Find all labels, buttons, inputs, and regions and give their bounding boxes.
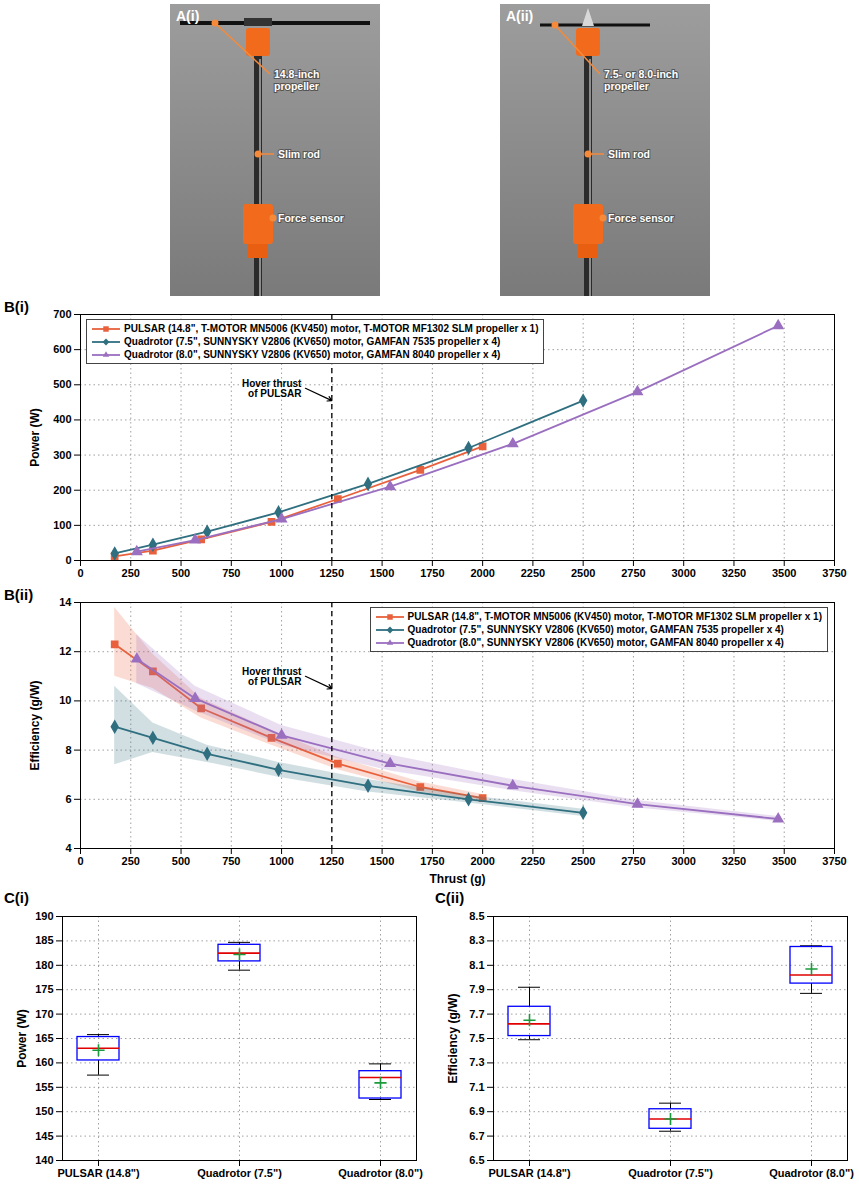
- svg-text:6.9: 6.9: [469, 1105, 484, 1117]
- svg-text:8: 8: [65, 744, 71, 756]
- html-text:C(ii): C(ii): [435, 889, 465, 906]
- svg-text:2000: 2000: [470, 855, 494, 867]
- svg-text:7.1: 7.1: [469, 1081, 484, 1093]
- svg-text:Slim rod: Slim rod: [278, 148, 320, 160]
- svg-text:A(ii): A(ii): [506, 8, 533, 24]
- html-text:B(i): B(i): [4, 298, 29, 315]
- svg-text:3500: 3500: [772, 567, 796, 579]
- svg-text:3250: 3250: [722, 855, 746, 867]
- svg-text:3750: 3750: [822, 567, 846, 579]
- svg-text:750: 750: [222, 567, 240, 579]
- svg-text:600: 600: [53, 343, 71, 355]
- svg-text:Efficiency (g/W): Efficiency (g/W): [446, 993, 460, 1083]
- svg-text:1250: 1250: [320, 567, 344, 579]
- svg-text:1000: 1000: [269, 855, 293, 867]
- svg-text:10: 10: [59, 694, 71, 706]
- svg-text:250: 250: [122, 855, 140, 867]
- svg-text:190: 190: [35, 910, 53, 922]
- svg-text:8.1: 8.1: [469, 959, 484, 971]
- svg-text:185: 185: [35, 934, 53, 946]
- svg-text:160: 160: [35, 1056, 53, 1068]
- html-text:C(i): C(i): [4, 889, 29, 906]
- svg-text:8.3: 8.3: [469, 934, 484, 946]
- svg-text:7.5- or 8.0-inchpropeller: 7.5- or 8.0-inchpropeller: [604, 68, 678, 92]
- svg-text:4: 4: [65, 842, 72, 854]
- svg-text:400: 400: [53, 413, 71, 425]
- svg-text:7.5: 7.5: [469, 1032, 484, 1044]
- svg-text:100: 100: [53, 519, 71, 531]
- svg-text:Power (W): Power (W): [28, 408, 42, 467]
- svg-text:3000: 3000: [671, 855, 695, 867]
- svg-text:7.9: 7.9: [469, 983, 484, 995]
- svg-text:0: 0: [65, 554, 71, 566]
- svg-text:250: 250: [122, 567, 140, 579]
- svg-text:170: 170: [35, 1008, 53, 1020]
- svg-text:1500: 1500: [370, 855, 394, 867]
- svg-text:Efficiency (g/W): Efficiency (g/W): [28, 680, 42, 770]
- svg-text:A(i): A(i): [176, 8, 199, 24]
- svg-text:1250: 1250: [320, 855, 344, 867]
- svg-text:175: 175: [35, 983, 53, 995]
- svg-text:750: 750: [222, 855, 240, 867]
- svg-text:2250: 2250: [521, 855, 545, 867]
- svg-text:165: 165: [35, 1032, 53, 1044]
- svg-text:3750: 3750: [822, 855, 846, 867]
- svg-text:2750: 2750: [621, 567, 645, 579]
- svg-text:1750: 1750: [420, 855, 444, 867]
- svg-text:180: 180: [35, 959, 53, 971]
- svg-text:700: 700: [53, 308, 71, 320]
- svg-text:Quadrotor (7.5"): Quadrotor (7.5"): [197, 1167, 282, 1179]
- html-text:PULSAR (14.8", T-MOTOR MN5006: PULSAR (14.8", T-MOTOR MN5006 (KV450) mo…: [407, 611, 822, 622]
- svg-text:6: 6: [65, 793, 71, 805]
- svg-text:150: 150: [35, 1105, 53, 1117]
- svg-text:14: 14: [59, 596, 72, 608]
- svg-text:2500: 2500: [571, 567, 595, 579]
- svg-text:3500: 3500: [772, 855, 796, 867]
- svg-text:200: 200: [53, 484, 71, 496]
- html-text:Quadrotor (8.0", SUNNYSKY V280: Quadrotor (8.0", SUNNYSKY V2806 (KV650) …: [124, 349, 501, 360]
- svg-text:7.7: 7.7: [469, 1008, 484, 1020]
- svg-text:140: 140: [35, 1154, 53, 1166]
- svg-text:1750: 1750: [420, 567, 444, 579]
- svg-text:Quadrotor (8.0"): Quadrotor (8.0"): [769, 1167, 854, 1179]
- html-text:Quadrotor (8.0", SUNNYSKY V280: Quadrotor (8.0", SUNNYSKY V2806 (KV650) …: [407, 637, 784, 648]
- svg-text:12: 12: [59, 645, 71, 657]
- html-text:PULSAR (14.8", T-MOTOR MN5006: PULSAR (14.8", T-MOTOR MN5006 (KV450) mo…: [124, 323, 539, 334]
- svg-text:0: 0: [77, 567, 83, 579]
- svg-text:7.3: 7.3: [469, 1056, 484, 1068]
- svg-text:2750: 2750: [621, 855, 645, 867]
- svg-text:3000: 3000: [671, 567, 695, 579]
- svg-text:Force sensor: Force sensor: [278, 212, 344, 224]
- svg-text:6.7: 6.7: [469, 1130, 484, 1142]
- svg-text:500: 500: [172, 855, 190, 867]
- svg-text:Slim rod: Slim rod: [608, 148, 650, 160]
- svg-text:300: 300: [53, 449, 71, 461]
- svg-text:Quadrotor (8.0"): Quadrotor (8.0"): [338, 1167, 423, 1179]
- svg-text:Hover thrustof PULSAR: Hover thrustof PULSAR: [242, 666, 302, 687]
- html-text:Quadrotor (7.5", SUNNYSKY V280: Quadrotor (7.5", SUNNYSKY V2806 (KV650) …: [407, 624, 784, 635]
- svg-text:155: 155: [35, 1081, 53, 1093]
- svg-text:14.8-inchpropeller: 14.8-inchpropeller: [274, 68, 320, 92]
- html-text:Quadrotor (7.5", SUNNYSKY V280: Quadrotor (7.5", SUNNYSKY V2806 (KV650) …: [124, 336, 501, 347]
- svg-text:1000: 1000: [269, 567, 293, 579]
- svg-text:Quadrotor (7.5"): Quadrotor (7.5"): [628, 1167, 713, 1179]
- svg-text:500: 500: [172, 567, 190, 579]
- svg-text:145: 145: [35, 1130, 53, 1142]
- svg-text:1500: 1500: [370, 567, 394, 579]
- svg-text:2000: 2000: [470, 567, 494, 579]
- svg-text:8.5: 8.5: [469, 910, 484, 922]
- svg-text:Hover thrustof PULSAR: Hover thrustof PULSAR: [242, 378, 302, 399]
- svg-text:6.5: 6.5: [469, 1154, 484, 1166]
- svg-text:PULSAR (14.8"): PULSAR (14.8"): [488, 1167, 571, 1179]
- svg-text:Thrust (g): Thrust (g): [430, 872, 486, 886]
- svg-text:500: 500: [53, 378, 71, 390]
- svg-text:2250: 2250: [521, 567, 545, 579]
- svg-text:0: 0: [77, 855, 83, 867]
- svg-text:Power (W): Power (W): [15, 1009, 29, 1068]
- svg-text:PULSAR (14.8"): PULSAR (14.8"): [57, 1167, 140, 1179]
- svg-text:3250: 3250: [722, 567, 746, 579]
- html-text:B(ii): B(ii): [4, 586, 34, 603]
- svg-text:2500: 2500: [571, 855, 595, 867]
- svg-text:Force sensor: Force sensor: [608, 212, 674, 224]
